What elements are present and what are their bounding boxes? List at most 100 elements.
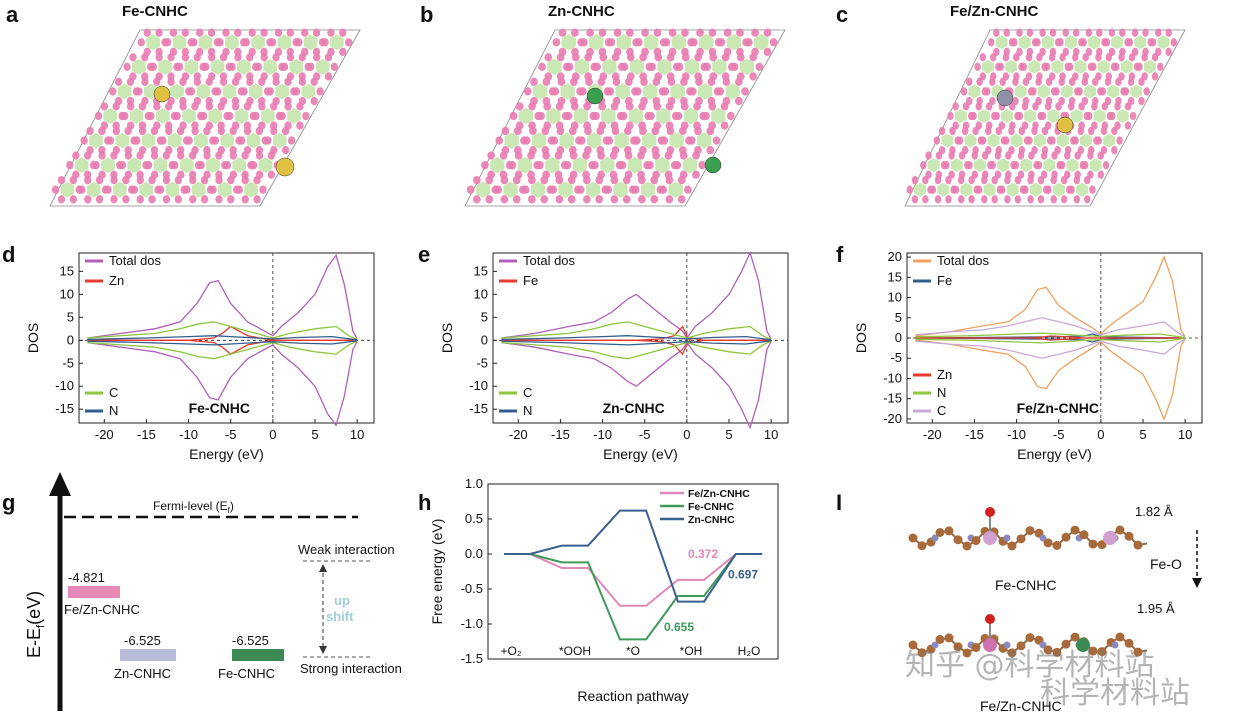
isosurface-green [668,181,683,198]
top-structure-label: Fe-CNHC [995,577,1056,593]
isosurface-pink [1122,87,1130,96]
series-line-down [87,340,358,360]
isosurface-green [950,158,963,173]
isosurface-pink [665,175,674,185]
isosurface-pink [537,111,545,121]
isosurface-pink [567,195,576,204]
isosurface-green [698,83,713,100]
energy-level-diagram: E-Ef(eV) Fermi-level (Ef) -4.821 Fe/Zn-C… [24,472,402,711]
isosurface-pink [1138,77,1145,87]
isosurface-pink [736,53,745,62]
energy-annotation: 0.697 [728,568,758,582]
isosurface-green [210,59,225,75]
isosurface-pink [148,175,156,185]
isosurface-pink [179,102,187,111]
series-line-down [501,325,772,344]
isosurface-green [613,181,628,198]
isosurface-pink [564,111,573,121]
isosurface-green [754,34,769,51]
isosurface-pink [229,126,237,136]
isosurface-green [1066,158,1079,173]
isosurface-pink [1030,87,1037,96]
isosurface-green [289,59,304,75]
isosurface-pink [508,160,517,170]
isosurface-green [628,107,643,125]
isosurface-green [237,59,251,75]
isosurface-pink [945,195,952,204]
isosurface-pink [112,102,120,111]
isosurface-pink [1049,136,1056,145]
isosurface-pink [631,185,640,194]
isosurface-pink [1157,62,1164,72]
isosurface-pink [1124,121,1132,130]
isosurface-pink [122,195,130,204]
isosurface-pink [555,102,564,111]
carbon-atom [1007,648,1017,658]
isosurface-pink [196,28,204,37]
bar-fe-zn-name: Fe/Zn-CNHC [64,602,140,617]
isosurface-pink [1018,126,1026,136]
isosurface-pink [1032,102,1039,111]
metal-atom [275,157,295,177]
isosurface-pink [124,126,132,136]
isosurface-pink [667,77,676,87]
isosurface-pink [965,77,973,87]
nitrogen-atom [931,534,939,542]
isosurface-pink [624,151,633,160]
isosurface-pink [529,126,537,136]
isosurface-green [103,108,118,124]
isosurface-pink [527,175,536,185]
isosurface-pink [234,28,242,37]
series-line-up [501,321,772,340]
isosurface-pink [981,195,988,204]
isosurface-pink [1045,77,1053,87]
isosurface-green [1103,133,1116,148]
carbon-atom [1133,540,1143,550]
isosurface-green [249,83,263,100]
isosurface-pink [1027,195,1034,204]
isosurface-green [232,157,246,173]
isosurface-pink [985,126,992,136]
isosurface-pink [177,151,185,160]
plot-frame [78,252,375,424]
isosurface-green [101,157,115,173]
isosurface-pink [665,102,674,111]
isosurface-pink [156,185,165,194]
isosurface-green [655,156,670,174]
isosurface-pink [110,175,118,185]
isosurface-pink [651,126,660,136]
isosurface-pink [696,28,704,37]
isosurface-pink [215,175,223,185]
isosurface-green [978,109,990,123]
y-tick-label: 5 [895,310,902,325]
series-line-up [915,332,1186,339]
isosurface-pink [136,175,144,185]
isosurface-pink [258,102,266,111]
legend-label: N [523,403,532,418]
isosurface-pink [1097,151,1105,160]
isosurface-pink [677,175,686,185]
isosurface-green [246,132,261,149]
isosurface-pink [673,160,682,170]
structure-image-a [49,28,361,207]
chart-inner-title: Zn-CNHC [603,400,665,416]
isosurface-green [146,34,160,51]
isosurface-green [964,133,977,148]
isosurface-pink [584,126,592,136]
isosurface-pink [202,62,210,72]
isosurface-pink [193,53,201,62]
isosurface-pink [209,185,217,194]
isosurface-pink [150,151,159,160]
isosurface-green [561,34,576,51]
isosurface-pink [637,195,646,204]
isosurface-pink [1103,38,1111,47]
carbon-atom [1016,534,1026,544]
isosurface-green [739,58,755,76]
isosurface-pink [637,175,646,185]
bar-fe-value: -6.525 [232,633,269,648]
isosurface-pink [149,62,157,72]
isosurface-pink [934,175,942,185]
isosurface-pink [578,87,587,96]
isosurface-green [1130,84,1143,99]
isosurface-green [244,181,258,198]
